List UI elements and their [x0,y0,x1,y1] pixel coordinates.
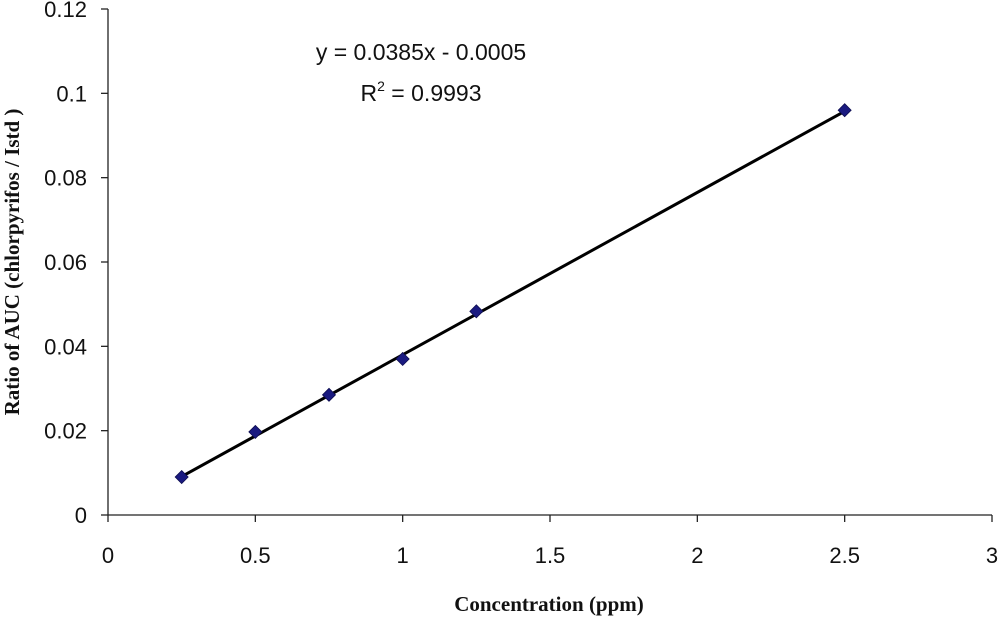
y-tick-label: 0.1 [56,81,87,106]
data-point [837,103,852,118]
data-point [174,469,189,485]
y-tick-label: 0.02 [44,419,87,444]
r-squared-superscript: 2 [377,78,385,94]
y-tick-label: 0.08 [44,166,87,191]
x-tick-label: 0.5 [240,543,271,568]
data-point [248,424,263,439]
axes [107,9,992,516]
x-axis-title: Concentration (ppm) [454,592,644,616]
x-tick-label: 1 [397,543,409,568]
r-squared-r: R [361,80,378,106]
trendline-group [180,109,846,478]
trendline-equation: y = 0.0385x - 0.0005 [316,39,526,65]
data-point [321,387,337,402]
r-squared-value: = 0.9993 [385,80,482,106]
data-point [395,351,410,367]
data-point [469,304,484,319]
x-tick-label: 1.5 [535,543,566,568]
y-tick-label: 0.12 [44,0,87,22]
y-axis-ticks: 0 0.02 0.04 0.06 0.08 0.1 0.12 [44,0,108,528]
x-axis-ticks: 0 0.5 1 1.5 2 2.5 3 [102,515,998,568]
y-tick-label: 0.06 [44,250,87,275]
x-tick-label: 2 [691,543,703,568]
r-squared-label: R2 = 0.9993 [361,78,482,106]
trendline [180,109,846,478]
y-axis-title: Ratio of AUC (chlorpyrifos / Istd ) [0,109,24,416]
x-tick-label: 2.5 [829,543,860,568]
x-tick-label: 0 [102,543,114,568]
y-tick-label: 0 [75,503,87,528]
data-points [174,103,852,485]
x-tick-label: 3 [986,543,998,568]
y-tick-label: 0.04 [44,334,87,359]
